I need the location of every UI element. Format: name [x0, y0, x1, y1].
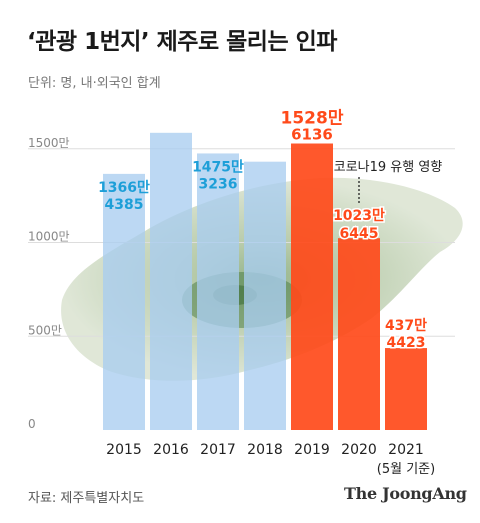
bar — [150, 132, 192, 430]
bar — [197, 153, 239, 430]
annotation-text: 코로나19 유행 영향 — [334, 159, 443, 175]
y-tick-label: 1500만 — [28, 136, 70, 150]
x-tick-sublabel: (5월 기준) — [377, 462, 435, 477]
x-tick-label: 2018 — [247, 442, 283, 458]
data-label-subvalue: 4385 — [105, 197, 144, 213]
bar — [244, 161, 286, 430]
grid — [28, 148, 455, 337]
data-label-value: 1023만 — [333, 208, 385, 224]
bar — [291, 143, 333, 430]
bar — [338, 238, 380, 430]
y-tick-label: 1000만 — [28, 230, 70, 244]
bar — [103, 173, 145, 430]
data-label-value: 437만 — [385, 318, 427, 334]
data-label-value: 1528만 — [281, 109, 344, 129]
x-tick-label: 2019 — [294, 442, 330, 458]
chart-title: ‘관광 1번지’ 제주로 몰리는 인파 — [27, 29, 337, 55]
y-tick-label: 500만 — [28, 323, 62, 337]
data-label-subvalue: 4423 — [387, 335, 426, 351]
unit-label: 단위: 명, 내·외국인 합계 — [28, 76, 161, 91]
x-tick-label: 2016 — [153, 442, 189, 458]
data-label-value: 1475만 — [192, 159, 244, 175]
y-tick-label: 0 — [28, 417, 36, 431]
axes: 0 500만 1000만 1500만 2015 2016 2017 2018 2019 2020 2… — [28, 136, 435, 477]
data-label-subvalue: 3236 — [199, 176, 238, 192]
bar — [385, 348, 427, 430]
x-tick-label: 2020 — [341, 442, 377, 458]
data-label-value: 1366만 — [98, 180, 150, 196]
source-note: 자료: 제주특별자치도 — [28, 491, 145, 506]
bars — [103, 132, 427, 430]
x-tick-label: 2015 — [106, 442, 142, 458]
brand-logo: The JoongAng — [344, 484, 467, 503]
data-label-subvalue: 6445 — [340, 226, 379, 242]
x-tick-label: 2017 — [200, 442, 236, 458]
x-tick-label: 2021 — [388, 442, 424, 458]
data-label-subvalue: 6136 — [291, 126, 333, 144]
